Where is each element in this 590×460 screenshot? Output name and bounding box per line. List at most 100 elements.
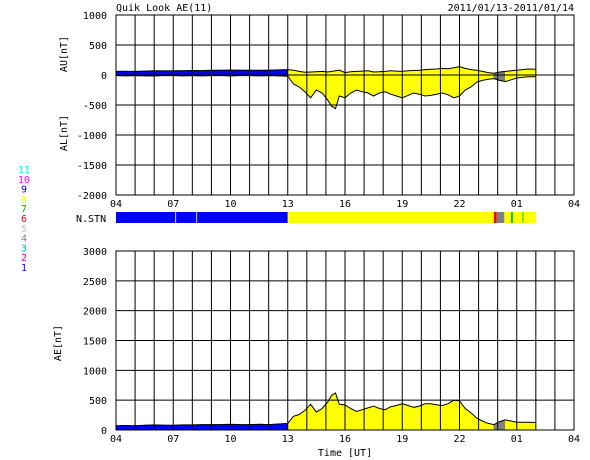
legend-station-11: 11 [18, 165, 30, 176]
x-tick-label: 04 [568, 199, 580, 210]
y-tick-label: 2000 [83, 307, 107, 318]
y-tick-label: 1500 [83, 337, 107, 348]
ae-fill-segment [453, 399, 460, 431]
ae-fill-segment [293, 414, 300, 431]
ae-fill-segment [344, 404, 352, 431]
legend-station-2: 2 [21, 253, 27, 264]
ae-fill-segment [430, 403, 437, 431]
ae-fill-segment [413, 405, 420, 431]
legend-station-1: 1 [21, 263, 27, 274]
y-tick-label: 1000 [83, 11, 107, 22]
ae-fill-segment [373, 405, 380, 431]
ae-fill-segment [447, 399, 455, 431]
au-al-fill-segment [331, 70, 336, 110]
station-segment-9 [176, 212, 197, 223]
ae-fill-segment [211, 424, 222, 431]
au-al-fill-segment [413, 69, 420, 95]
station-segment-8 [512, 212, 523, 223]
ae-fill-segment [436, 404, 443, 431]
au-al-fill-segment [304, 71, 311, 99]
ae-fill-segment [239, 424, 250, 431]
ae-y-tick-labels: 3000 2500 2000 1500 1000 500 0 [83, 247, 107, 437]
au-series-line [115, 66, 536, 74]
x-tick-label: 16 [339, 434, 351, 445]
ae-fill-segment [361, 407, 369, 431]
ae-fill-segment [350, 408, 357, 431]
ae-fill-segment [442, 403, 449, 431]
ae-fill-segment [331, 392, 336, 431]
y-tick-label: -2000 [77, 191, 107, 202]
x-tick-label: 19 [396, 434, 408, 445]
legend-station-7: 7 [21, 204, 27, 215]
station-segments [116, 212, 536, 223]
plot-frame [115, 250, 575, 431]
x-tick-label: 07 [167, 199, 179, 210]
x-tick-label: 19 [396, 199, 408, 210]
ae-fill-segment [153, 424, 165, 431]
x-tick-label: 16 [339, 199, 351, 210]
au-al-fill-segment [384, 70, 392, 95]
ae-axis-label: AE[nT] [53, 325, 64, 361]
ae-x-tick-labels: 04 07 10 13 16 19 22 01 04 [110, 434, 580, 445]
ae-fill-segment [258, 424, 269, 431]
y-tick-label: 2500 [83, 277, 107, 288]
chart-title: Quik Look AE(11) [116, 3, 212, 14]
ae-fill-segment [384, 406, 392, 431]
x-tick-label: 01 [511, 199, 523, 210]
x-tick-label: 10 [224, 434, 236, 445]
x-tick-label: 04 [568, 434, 580, 445]
legend-station-9: 9 [21, 185, 27, 196]
au-al-fill-segment [356, 70, 363, 93]
x-tick-label: 01 [511, 434, 523, 445]
ae-grid [115, 250, 575, 431]
station-segment-7 [511, 212, 513, 223]
ae-fill-segment [201, 424, 212, 431]
y-tick-label: -1500 [77, 161, 107, 172]
y-tick-label: 500 [89, 396, 107, 407]
ae-fill-segment [527, 421, 537, 431]
au-al-fill-segment [522, 68, 529, 78]
station-segment-6 [493, 212, 497, 223]
station-segment-5 [196, 212, 198, 223]
ae-fill-segment [163, 424, 174, 431]
ae-fill-segment [522, 421, 529, 431]
ae-fill-segment [367, 405, 374, 431]
legend-station-8: 8 [21, 194, 27, 205]
y-tick-label: 0 [101, 71, 107, 82]
ae-fill-segment [504, 419, 512, 431]
ae-fill-segment [401, 403, 409, 431]
au-al-panel: 1000 500 0 -500 -1000 -1500 -2000 04 07 10 13 16 19… [59, 11, 580, 210]
au-al-grid [115, 14, 575, 196]
x-tick-label: 13 [282, 199, 294, 210]
legend-station-6: 6 [21, 214, 27, 225]
ae-fill-segment [356, 409, 363, 431]
ae-fill-segment [304, 403, 311, 431]
x-tick-label: 22 [453, 199, 465, 210]
au-al-fill-segment [430, 68, 437, 96]
x-tick-label: 10 [224, 199, 236, 210]
au-al-fill-segment [527, 68, 537, 78]
au-al-y-tick-labels: 1000 500 0 -500 -1000 -1500 -2000 [77, 11, 107, 202]
station-segment-8 [523, 212, 536, 223]
ae-fill-segment [419, 403, 426, 431]
ae-fill-segment [220, 424, 231, 431]
time-axis-label: Time [UT] [318, 448, 372, 459]
y-tick-label: 500 [89, 41, 107, 52]
ae-fill-segment [338, 404, 346, 431]
ae-fill-segment [249, 424, 260, 431]
au-al-fill-segment [447, 67, 455, 99]
ae-fill-segment [321, 401, 329, 431]
x-tick-label: 04 [110, 199, 122, 210]
au-al-fill-segment [516, 69, 523, 79]
au-al-fill-segment [338, 69, 346, 99]
station-segment-8 [287, 212, 494, 223]
au-al-fill-segment [464, 68, 472, 91]
station-strip-label: N.STN [76, 214, 106, 225]
ae-series-line [115, 392, 536, 427]
au-al-fill-segment [442, 68, 449, 96]
station-segment-9 [116, 212, 176, 223]
station-segment-5 [175, 212, 177, 223]
